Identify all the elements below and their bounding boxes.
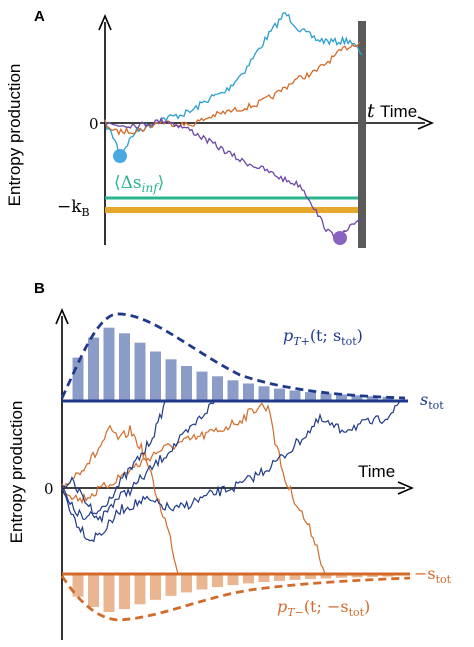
histogram-bar-bottom-12 [258, 575, 270, 582]
histogram-bar-bottom-3 [119, 575, 130, 610]
panel-a-kb-label: −kB [57, 197, 90, 219]
panel-b-lower-threshold-label: −stot [414, 564, 452, 586]
panel-b-zero-label: 0 [44, 480, 54, 498]
histogram-bar-top-10 [227, 380, 239, 400]
histogram-bar-top-14 [289, 390, 301, 400]
histogram-bar-top-11 [243, 383, 254, 400]
histogram-bar-top-17 [336, 394, 347, 400]
panel-b-trajectory-navy-1 [62, 400, 166, 520]
panel-b-x-label: Time [358, 462, 395, 481]
panel-a-trajectory-cyan [104, 11, 363, 159]
panel-b-letter: B [34, 280, 45, 297]
histogram-bar-top-7 [181, 366, 192, 400]
histogram-bar-bottom-5 [150, 575, 161, 600]
panel-b-upper-envelope [60, 312, 406, 400]
panel-b-histogram-bottom [72, 575, 394, 612]
panel-a-trajectory-purple [104, 116, 363, 241]
histogram-bar-top-9 [212, 376, 223, 400]
panel-b-trajectory-orange-1 [61, 424, 179, 575]
histogram-bar-bottom-19 [367, 575, 378, 577]
panel-b-trajectory-orange-2 [61, 402, 326, 575]
histogram-bar-top-15 [305, 392, 316, 400]
panel-b-lower-envelope [60, 575, 411, 622]
histogram-bar-bottom-15 [305, 575, 316, 580]
histogram-bar-bottom-1 [88, 575, 99, 607]
histogram-bar-bottom-6 [165, 575, 177, 596]
panel-a-letter: A [34, 8, 45, 25]
panel-a-marker-purple [333, 231, 347, 245]
histogram-bar-bottom-11 [243, 575, 254, 584]
histogram-bar-top-12 [258, 386, 270, 400]
panel-b-x-arrowhead [397, 481, 415, 495]
histogram-bar-bottom-9 [212, 575, 223, 588]
panel-b-trajectory-navy-2 [61, 400, 216, 524]
histogram-bar-top-13 [274, 388, 285, 400]
histogram-bar-top-0 [72, 357, 84, 400]
histogram-bar-bottom-13 [274, 575, 285, 581]
panel-a-zero-label: 0 [89, 115, 99, 133]
histogram-bar-bottom-4 [134, 575, 146, 605]
panel-b: B Entropy production Time 0 pT+(t; stot)… [7, 280, 452, 640]
panel-a-y-arrowhead [98, 13, 112, 31]
panel-a: A Entropy production Time 0 t −kB ⟨Δsinf… [5, 8, 435, 248]
histogram-bar-top-18 [351, 395, 363, 400]
histogram-bar-top-4 [134, 342, 146, 400]
panel-a-time-bar [358, 21, 366, 248]
panel-a-t-label: t [367, 100, 375, 122]
histogram-bar-bottom-0 [72, 575, 84, 597]
panel-a-marker-cyan [113, 149, 127, 163]
histogram-bar-bottom-14 [289, 575, 301, 580]
histogram-bar-top-2 [103, 327, 115, 400]
histogram-bar-bottom-2 [103, 575, 115, 612]
panel-b-trajectory-navy-3 [61, 400, 401, 543]
histogram-bar-bottom-8 [196, 575, 208, 590]
histogram-bar-top-19 [367, 396, 378, 400]
panel-b-lower-distribution-label: pT−(t; −stot) [277, 597, 370, 619]
panel-a-x-label: Time [380, 102, 417, 121]
panel-b-y-arrowhead [55, 307, 69, 325]
histogram-bar-bottom-18 [351, 575, 363, 578]
histogram-bar-bottom-20 [382, 575, 394, 577]
panel-a-y-label: Entropy production [5, 64, 24, 207]
histogram-bar-bottom-7 [181, 575, 192, 593]
histogram-bar-top-5 [150, 351, 161, 400]
histogram-bar-bottom-10 [227, 575, 239, 586]
histogram-bar-top-1 [88, 337, 99, 400]
histogram-bar-bottom-16 [320, 575, 332, 579]
panel-b-y-label: Entropy production [7, 401, 26, 544]
panel-b-histogram-top [72, 327, 394, 400]
histogram-bar-top-6 [165, 359, 177, 400]
histogram-bar-top-3 [119, 333, 130, 400]
histogram-bar-top-16 [320, 393, 332, 400]
panel-a-x-arrowhead [417, 116, 435, 130]
histogram-bar-top-8 [196, 371, 208, 400]
panel-b-upper-threshold-label: stot [420, 390, 444, 412]
panel-b-upper-distribution-label: pT+(t; stot) [283, 326, 363, 348]
panel-a-trajectory-orange [104, 41, 361, 136]
histogram-bar-bottom-17 [336, 575, 347, 578]
panel-a-delta-label: ⟨Δsinf⟩ [114, 173, 164, 195]
